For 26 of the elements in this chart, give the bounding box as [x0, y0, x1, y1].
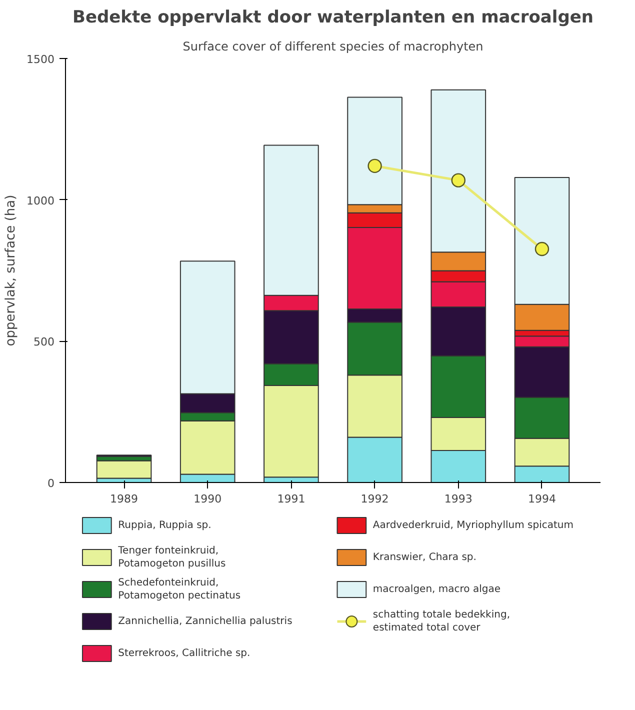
x-tick-label: 1992 — [360, 492, 389, 506]
point — [534, 242, 550, 256]
legend-label: Schedefonteinkruid, Potamogeton pectinatus — [118, 577, 241, 602]
bar — [96, 460, 152, 479]
x-tick-label: 1993 — [444, 492, 472, 506]
chart-subtitle: Surface cover of different species of macrophyten — [182, 40, 484, 54]
point — [451, 173, 466, 188]
y-tick-label: 500 — [34, 336, 55, 349]
x-tick-label: 1990 — [194, 492, 222, 506]
legend-label: Aardvederkruid, Myriophyllum spicatum — [372, 520, 574, 531]
legend-label: macroalgen, macro algae — [372, 584, 500, 595]
y-tick-label: 1000 — [26, 194, 55, 208]
y-axis-title: oppervlak, surface (ha) — [4, 194, 19, 346]
y-tick-label: 1500 — [26, 53, 55, 66]
y-tick-label: 0 — [48, 477, 54, 490]
x-tick-label: 1989 — [110, 492, 138, 506]
legend-label: Sterrekroos, Callitriche sp. — [118, 648, 250, 659]
legend-label: Ruppia, Ruppia sp. — [118, 520, 212, 531]
x-tick-label: 1994 — [528, 492, 556, 506]
point — [368, 158, 382, 173]
x-tick-label: 1991 — [277, 492, 306, 506]
legend-label: Tenger fonteinkruid, Potamogeton pusillus — [117, 545, 226, 570]
legend-label: Zannichellia, Zannichellia palustris — [118, 616, 292, 627]
legend-label: schatting totale bedekking, estimated total cover — [372, 609, 510, 634]
legend-label: Kranswier, Chara sp. — [372, 552, 476, 563]
chart-title: Bedekte oppervlakt door waterplanten en macroalgen — [72, 8, 594, 28]
